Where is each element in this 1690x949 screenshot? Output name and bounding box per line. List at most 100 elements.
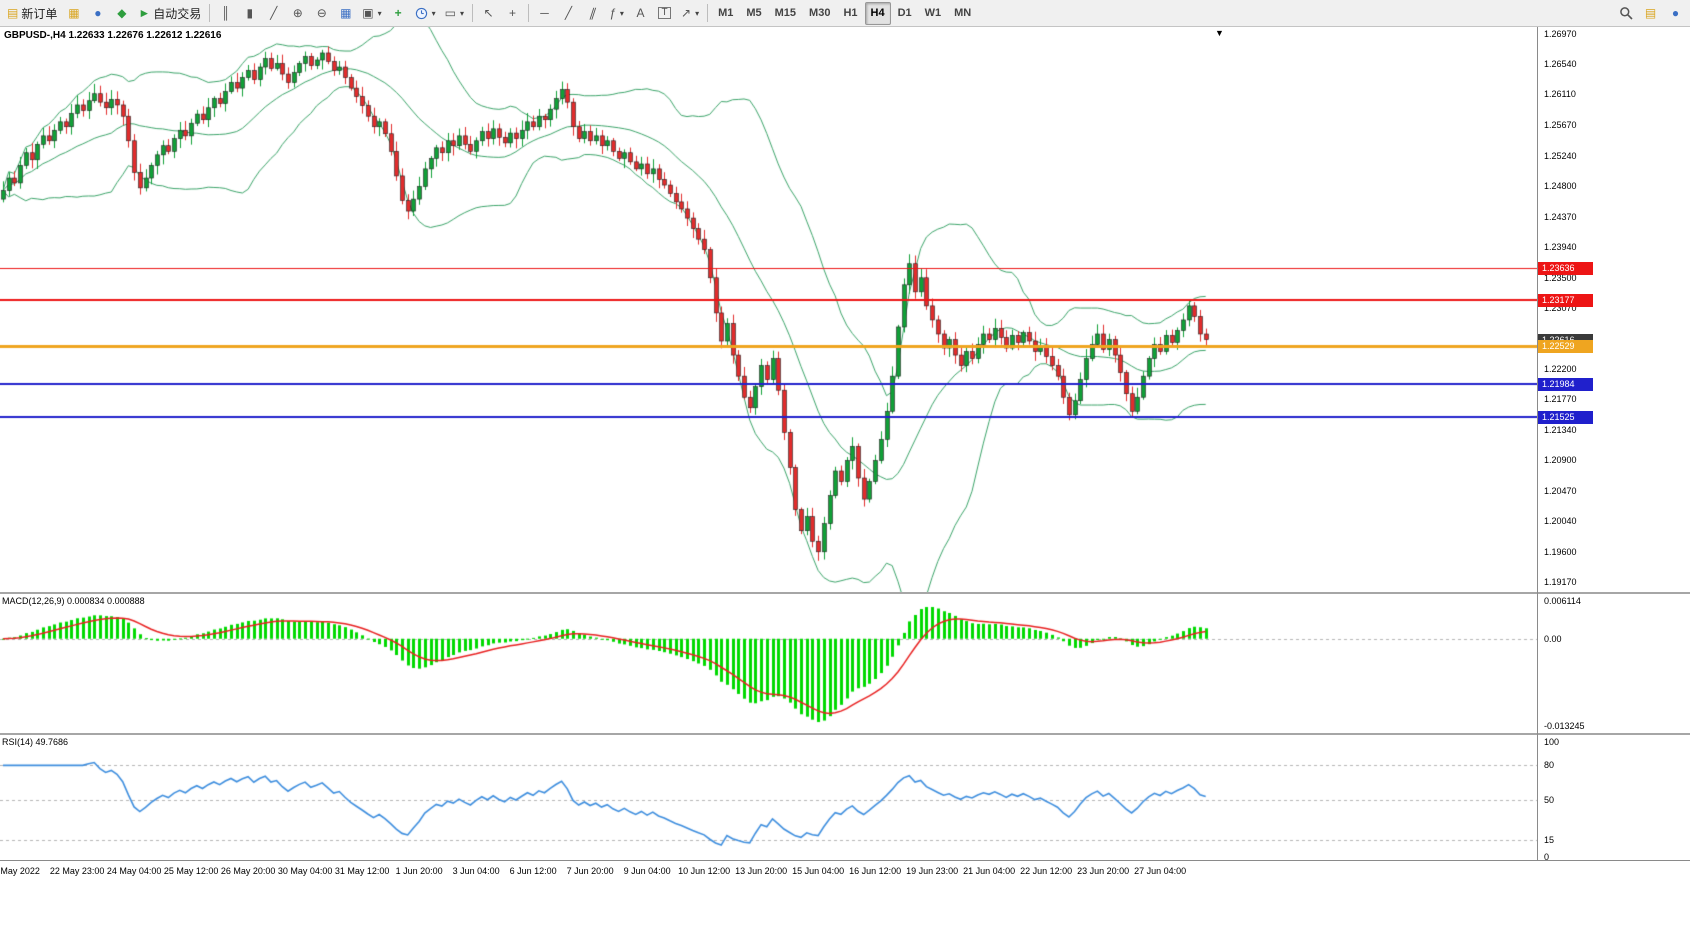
macd-label: MACD(12,26,9) 0.000834 0.000888 (2, 596, 145, 606)
quick-trade-icon: ▤ (1644, 6, 1657, 20)
terminal-button[interactable]: ◆ (110, 2, 133, 25)
price-tick-label: 1.20900 (1544, 455, 1577, 466)
search-icon (1619, 7, 1633, 20)
price-tick-label: 1.23940 (1544, 241, 1577, 252)
timeframe-group: M1 M5 M15 M30 H1 H4 D1 W1 MN (712, 1, 977, 25)
macd-axis-label: -0.013245 (1544, 721, 1585, 731)
text-button[interactable]: A (629, 2, 652, 25)
bar-chart-icon: ║ (221, 6, 231, 20)
horizontal-line-icon: ─ (540, 6, 549, 20)
chart-shift-marker[interactable]: ▼ (1215, 28, 1224, 38)
line-chart-button[interactable]: ╱ (262, 2, 285, 25)
time-axis-label: 30 May 04:00 (277, 866, 333, 876)
account-button[interactable]: ● (1664, 2, 1687, 25)
dropdown-arrow-icon: ▾ (431, 8, 436, 18)
templates-icon: ▭ (444, 6, 456, 20)
trendline-button[interactable]: ╱ (557, 2, 580, 25)
price-tick-label: 1.26970 (1544, 29, 1577, 39)
arrows-button[interactable]: ↗ ▾ (677, 2, 703, 25)
time-axis-label: 16 Jun 12:00 (849, 866, 902, 876)
timeframe-button-m30[interactable]: M30 (809, 7, 831, 19)
price-tick-label: 1.20040 (1544, 515, 1577, 526)
time-axis-label: 27 Jun 04:00 (1134, 866, 1187, 876)
time-axis-label: 31 May 12:00 (334, 866, 390, 876)
timeframe-button-h1[interactable]: H1 (843, 7, 858, 19)
price-tick-label: 1.23070 (1544, 303, 1577, 313)
rsi-canvas[interactable] (0, 735, 1537, 860)
time-axis-label: 26 May 20:00 (220, 866, 276, 876)
horizontal-line-button[interactable]: ─ (533, 2, 556, 25)
price-tick-label: 1.20470 (1544, 485, 1577, 496)
tile-windows-button[interactable]: ▦ (334, 2, 357, 25)
market-watch-button[interactable]: ▦ (62, 2, 85, 25)
time-axis-label: 6 Jun 12:00 (509, 866, 557, 876)
text-icon: A (636, 6, 645, 20)
timeframe-button-w1[interactable]: W1 (924, 7, 942, 19)
timeframe-button-mn[interactable]: MN (954, 7, 972, 19)
toolbar-separator (472, 4, 473, 22)
timeframe-button-m5[interactable]: M5 (746, 7, 762, 19)
timeframe-button-d1[interactable]: D1 (897, 7, 912, 19)
crosshair-button[interactable]: + (501, 2, 524, 25)
cursor-button[interactable]: ↖ (477, 2, 500, 25)
price-tick-label: 1.26540 (1544, 59, 1577, 70)
templates-button[interactable]: ▭ ▾ (441, 2, 468, 25)
navigator-button[interactable]: ● (86, 2, 109, 25)
zoom-out-button[interactable]: ⊖ (310, 2, 333, 25)
timeframe-button-m15[interactable]: M15 (774, 7, 797, 19)
indicators-plus-icon: + (394, 6, 402, 20)
rsi-label: RSI(14) 49.7686 (2, 737, 69, 747)
timeframe-button-m1[interactable]: M1 (718, 7, 734, 19)
navigator-icon: ● (94, 6, 102, 20)
toolbar-separator (707, 4, 709, 22)
time-axis-label: 22 Jun 12:00 (1020, 866, 1073, 876)
indicators-button[interactable]: + (387, 2, 410, 25)
quick-trade-button[interactable]: ▤ (1639, 2, 1662, 25)
price-tick-label: 1.24370 (1544, 211, 1577, 222)
new-order-button[interactable]: ▤ 新订单 (3, 2, 61, 25)
price-tick-label: 1.25240 (1544, 150, 1577, 161)
time-axis-label: 25 May 12:00 (163, 866, 219, 876)
tile-windows-icon: ▦ (340, 6, 352, 20)
zoom-out-icon: ⊖ (316, 6, 327, 20)
panel-splitter-macd[interactable] (0, 592, 1690, 594)
arrows-icon: ↗ (681, 6, 692, 20)
zoom-in-icon: ⊕ (292, 6, 303, 20)
terminal-icon: ◆ (117, 6, 127, 20)
price-badge: 1.21984 (1538, 378, 1593, 392)
price-badge: 1.23177 (1538, 294, 1593, 308)
price-badge: 1.23636 (1538, 262, 1593, 276)
time-axis-label: 10 Jun 12:00 (678, 866, 731, 876)
account-icon: ● (1671, 6, 1680, 20)
time-axis-label: 3 Jun 04:00 (452, 866, 500, 876)
dropdown-arrow-icon: ▾ (619, 8, 624, 18)
channel-button[interactable]: ∥ (581, 2, 604, 25)
line-chart-icon: ╱ (270, 6, 278, 20)
new-window-button[interactable]: ▣ ▾ (358, 2, 385, 25)
rsi-axis-label: 0 (1544, 852, 1550, 862)
text-label-button[interactable]: T (653, 2, 676, 25)
candlestick-chart-button[interactable]: ▮ (238, 2, 261, 25)
main-chart-canvas[interactable] (0, 27, 1537, 592)
zoom-in-button[interactable]: ⊕ (286, 2, 309, 25)
autotrading-label: 自动交易 (153, 6, 202, 21)
time-axis-label: 23 Jun 20:00 (1077, 866, 1130, 876)
time-axis[interactable]: May 2022 22 May 23:00 24 May 04:00 25 May 1… (0, 860, 1690, 882)
bar-chart-button[interactable]: ║ (214, 2, 237, 25)
panel-splitter-rsi[interactable] (0, 733, 1690, 735)
time-axis-label: 15 Jun 04:00 (792, 866, 845, 876)
periods-button[interactable]: ▾ (411, 2, 440, 25)
cursor-icon: ↖ (483, 6, 494, 20)
price-tick-label: 1.21340 (1544, 424, 1577, 435)
clock-icon (415, 7, 427, 19)
new-order-icon: ▤ (7, 6, 19, 20)
price-axis[interactable]: 1.26970 1.26540 1.26110 1.25670 1.25240 1.248… (1537, 27, 1690, 862)
autotrading-button[interactable]: ► 自动交易 (134, 2, 205, 25)
candlestick-chart-icon: ▮ (246, 6, 254, 20)
fibonacci-button[interactable]: ƒ ▾ (605, 2, 628, 25)
search-button[interactable] (1614, 2, 1637, 25)
timeframe-button-h4[interactable]: H4 (864, 1, 891, 25)
macd-canvas[interactable] (0, 594, 1537, 733)
macd-axis-label: 0.006114 (1544, 596, 1581, 606)
